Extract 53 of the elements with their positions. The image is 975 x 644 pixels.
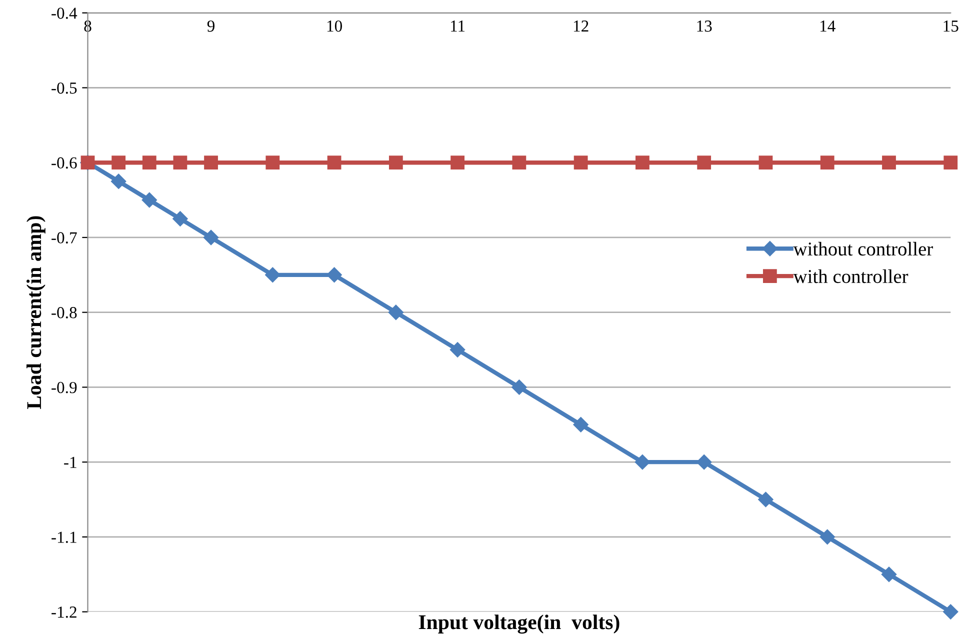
y-tick-label: -0.5 [52,82,77,94]
point [758,156,773,170]
point [882,156,896,170]
point [943,604,958,620]
y-tick-label: -0.6 [52,157,77,169]
x-tick-label: 12 [574,20,588,32]
x-axis-title: Input voltage(in volts) [418,614,620,634]
point [388,156,403,170]
point [634,454,650,470]
legend-label: without controller [793,242,933,256]
point [758,492,774,508]
point [265,267,280,282]
point [326,267,342,282]
x-tick-label: 14 [820,20,836,32]
point [142,156,156,170]
point [110,174,126,189]
y-axis-title: Load current(in amp) [26,216,46,410]
point [266,156,280,170]
point [944,156,958,170]
x-tick-label: 9 [207,20,214,32]
point [203,230,219,246]
point [327,156,342,170]
y-tick-label: -1.2 [52,606,76,618]
x-tick-label: 13 [697,20,712,32]
point [820,529,835,545]
x-tick-label: 11 [451,20,465,32]
y-tick-label: -1.1 [52,532,76,543]
point [388,304,404,320]
point [512,380,527,395]
x-tick-label: 15 [944,20,958,32]
y-tick-label: -0.8 [52,307,77,318]
y-tick-label: -1 [64,456,76,468]
point [820,156,834,170]
point [636,156,650,170]
y-tick-label: -0.4 [52,8,78,19]
point [881,566,897,582]
y-tick-label: -0.7 [52,232,77,244]
point [204,156,218,170]
point [573,417,588,432]
x-tick-label: 8 [84,20,92,32]
point [450,156,464,170]
point [512,156,526,170]
x-tick-label: 10 [327,20,342,32]
y-tick-label: -0.9 [52,382,77,394]
point [696,454,712,470]
point [142,192,157,208]
point [450,342,466,358]
legend-label: with controller [793,269,908,284]
point [697,156,712,170]
point [112,156,126,170]
point [574,156,588,170]
point [173,156,188,170]
point [172,211,188,226]
